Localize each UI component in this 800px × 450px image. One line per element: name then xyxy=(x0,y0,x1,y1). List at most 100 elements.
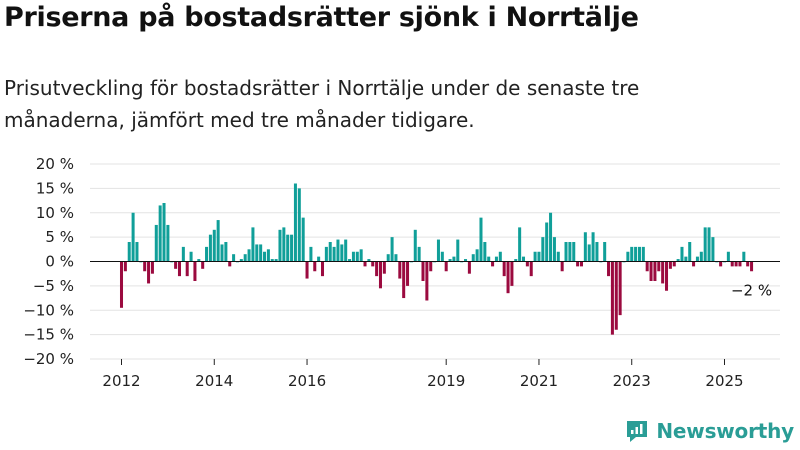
bar xyxy=(634,246,638,262)
bar xyxy=(719,261,723,267)
bar xyxy=(467,261,471,274)
bar xyxy=(564,242,568,262)
bar xyxy=(549,212,553,262)
bar xyxy=(185,261,189,277)
bar xyxy=(371,261,375,267)
brand-name: Newsworthy xyxy=(656,419,794,443)
bar xyxy=(746,261,750,267)
bar xyxy=(711,237,715,262)
bar xyxy=(514,259,518,262)
bar xyxy=(626,251,630,262)
bar xyxy=(672,261,676,267)
x-axis-tick-labels: 2012 2014 2016 2019 2021 2023 2025 xyxy=(102,359,744,390)
bar xyxy=(595,242,599,262)
bar xyxy=(243,254,247,262)
newsworthy-logo-icon xyxy=(627,421,648,442)
bar xyxy=(309,246,313,262)
bar xyxy=(390,237,394,262)
bar xyxy=(216,220,220,262)
bar xyxy=(398,261,402,279)
bar xyxy=(270,259,274,262)
bar xyxy=(603,242,607,262)
bar xyxy=(232,254,236,262)
bar xyxy=(378,261,382,289)
y-tick-label: −10 % xyxy=(23,301,74,319)
bar xyxy=(359,249,363,262)
bar xyxy=(610,261,614,335)
bar xyxy=(448,259,452,262)
bar xyxy=(131,212,135,262)
bar xyxy=(684,256,688,262)
bar xyxy=(247,249,251,262)
bar xyxy=(212,229,216,262)
bar xyxy=(251,227,255,262)
bar xyxy=(293,183,297,262)
bar xyxy=(363,261,367,267)
bar xyxy=(494,256,498,262)
bars xyxy=(119,183,754,335)
bar xyxy=(444,261,448,272)
x-tick-label: 2012 xyxy=(102,372,140,390)
bar xyxy=(301,217,305,262)
bar xyxy=(556,251,560,262)
bar xyxy=(699,251,703,262)
bar xyxy=(313,261,317,272)
bar xyxy=(266,249,270,262)
chart-title: Priserna på bostadsrätter sjönk i Norrtä… xyxy=(4,2,639,33)
y-tick-label: −20 % xyxy=(23,350,74,368)
bar xyxy=(572,242,576,262)
bar xyxy=(583,232,587,262)
bar xyxy=(286,234,290,262)
y-tick-label: 0 % xyxy=(45,253,74,271)
bar xyxy=(320,261,325,277)
bar xyxy=(239,259,243,262)
bar xyxy=(541,237,545,262)
bar xyxy=(591,232,595,262)
bar xyxy=(282,227,286,262)
bar xyxy=(177,261,181,277)
bar xyxy=(533,251,537,262)
bar xyxy=(340,244,344,262)
bar xyxy=(502,261,506,277)
bar xyxy=(406,261,410,286)
bar xyxy=(452,256,456,262)
bar xyxy=(475,249,479,262)
x-tick-label: 2016 xyxy=(288,372,326,390)
bar xyxy=(692,261,696,267)
bar xyxy=(382,261,386,274)
bar xyxy=(645,261,649,272)
bar xyxy=(545,222,549,262)
y-tick-label: 5 % xyxy=(45,228,74,246)
bar xyxy=(394,254,398,262)
bar xyxy=(297,188,301,262)
bar xyxy=(529,261,533,277)
bar xyxy=(665,261,669,291)
x-tick-label: 2025 xyxy=(705,372,743,390)
bar xyxy=(464,259,468,262)
bar xyxy=(166,224,170,262)
bar xyxy=(205,246,209,262)
newsworthy-logo: Newsworthy xyxy=(624,418,794,444)
bar xyxy=(150,261,154,274)
bar xyxy=(417,246,421,262)
bar xyxy=(348,259,352,262)
bar xyxy=(290,234,294,262)
bar xyxy=(367,259,371,262)
x-tick-label: 2023 xyxy=(613,372,651,390)
bar xyxy=(506,261,510,294)
bar xyxy=(174,261,178,269)
bar xyxy=(734,261,738,267)
bar xyxy=(518,227,522,262)
bar xyxy=(641,246,645,262)
bar xyxy=(429,261,433,272)
bar xyxy=(224,242,228,262)
bar xyxy=(351,251,355,262)
bar xyxy=(483,242,487,262)
bar xyxy=(695,256,699,262)
bar xyxy=(344,239,348,262)
bar xyxy=(521,256,526,262)
bar xyxy=(123,261,127,272)
bar xyxy=(425,261,429,301)
bar xyxy=(255,244,259,262)
bar xyxy=(147,261,151,284)
